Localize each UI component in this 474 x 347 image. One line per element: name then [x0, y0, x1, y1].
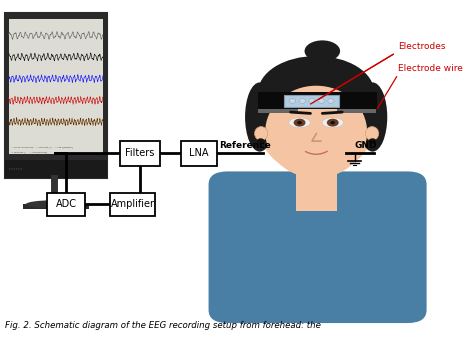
- Ellipse shape: [330, 121, 335, 124]
- Bar: [47, 193, 85, 216]
- Bar: [9, 19, 103, 154]
- Bar: [23, 204, 89, 209]
- Text: Reference: Reference: [219, 141, 271, 150]
- Text: Fig. 2. Schematic diagram of the EEG recording setup from forehead: the: Fig. 2. Schematic diagram of the EEG rec…: [5, 321, 320, 330]
- Text: — T4p-M4d (-)    — ATp.1[M4M46]: — T4p-M4d (-) — ATp.1[M4M46]: [11, 152, 47, 153]
- Ellipse shape: [299, 99, 305, 103]
- Bar: [110, 193, 155, 216]
- Text: Amplifier: Amplifier: [111, 200, 155, 209]
- Text: Electrode wire: Electrode wire: [398, 64, 463, 73]
- Ellipse shape: [297, 121, 302, 124]
- Ellipse shape: [21, 168, 22, 170]
- FancyBboxPatch shape: [209, 171, 427, 323]
- Text: Filters: Filters: [125, 148, 155, 158]
- Bar: [337, 109, 376, 113]
- Ellipse shape: [369, 138, 376, 144]
- Bar: [5, 160, 107, 178]
- Ellipse shape: [358, 83, 387, 152]
- Text: GND: GND: [355, 141, 377, 150]
- Ellipse shape: [18, 168, 19, 170]
- Ellipse shape: [327, 119, 338, 127]
- Ellipse shape: [26, 200, 82, 209]
- Bar: [258, 92, 377, 109]
- Bar: [284, 95, 339, 107]
- Ellipse shape: [328, 99, 334, 103]
- Ellipse shape: [258, 76, 374, 175]
- Ellipse shape: [265, 86, 367, 178]
- Ellipse shape: [255, 127, 268, 141]
- Bar: [296, 165, 337, 211]
- Text: ADC: ADC: [56, 200, 77, 209]
- Bar: [5, 13, 107, 178]
- Ellipse shape: [16, 168, 17, 170]
- Ellipse shape: [322, 118, 343, 128]
- Ellipse shape: [289, 99, 296, 103]
- Ellipse shape: [11, 168, 13, 170]
- Text: — Neuro.line (FP1-M)    — T4p-M4a (A)    — ATp.1[M4M45]: — Neuro.line (FP1-M) — T4p-M4a (A) — ATp…: [11, 146, 73, 148]
- Bar: [119, 141, 160, 166]
- Ellipse shape: [245, 83, 274, 152]
- Ellipse shape: [365, 127, 379, 141]
- Ellipse shape: [257, 138, 264, 144]
- Bar: [258, 109, 298, 113]
- Ellipse shape: [319, 99, 324, 103]
- Text: Electrodes: Electrodes: [398, 42, 446, 51]
- Ellipse shape: [258, 56, 374, 128]
- Ellipse shape: [309, 99, 315, 103]
- Bar: [181, 141, 217, 166]
- Ellipse shape: [9, 168, 10, 170]
- Ellipse shape: [305, 40, 340, 62]
- Ellipse shape: [289, 118, 310, 128]
- Ellipse shape: [293, 119, 305, 127]
- Text: LNA: LNA: [189, 148, 209, 158]
- Ellipse shape: [13, 168, 15, 170]
